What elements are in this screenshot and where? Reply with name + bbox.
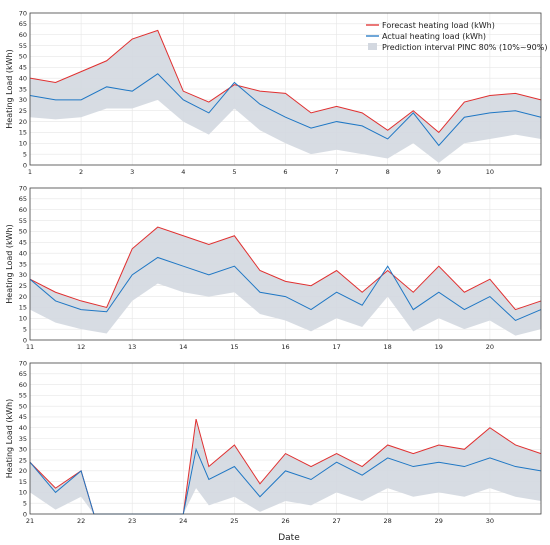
y-tick-label: 25 xyxy=(19,282,27,290)
y-tick-label: 55 xyxy=(19,392,27,400)
y-tick-label: 50 xyxy=(19,402,27,410)
y-tick-label: 0 xyxy=(23,510,27,518)
forecast-line xyxy=(29,226,542,311)
y-tick-label: 10 xyxy=(19,140,27,148)
x-tick-label: 3 xyxy=(130,168,134,176)
y-tick-label: 25 xyxy=(19,107,27,115)
x-tick-label: 23 xyxy=(128,517,136,525)
y-tick-label: 35 xyxy=(19,435,27,443)
x-tick-label: 12 xyxy=(77,343,85,351)
y-tick-label: 15 xyxy=(19,304,27,312)
y-tick-label: 20 xyxy=(19,293,27,301)
legend-swatch-band xyxy=(368,43,377,50)
y-tick-label: 70 xyxy=(19,359,27,367)
x-tick-label: 7 xyxy=(335,168,339,176)
x-tick-label: 27 xyxy=(332,517,340,525)
y-tick-label: 45 xyxy=(19,413,27,421)
forecast-line xyxy=(29,29,542,134)
x-tick-label: 24 xyxy=(179,517,187,525)
y-tick-label: 0 xyxy=(23,161,27,169)
x-tick-label: 20 xyxy=(486,343,494,351)
y-tick-label: 60 xyxy=(19,206,27,214)
y-axis-label: Heating Load (kWh) xyxy=(5,49,14,128)
x-tick-label: 26 xyxy=(281,517,289,525)
plot-frame xyxy=(29,362,542,515)
x-tick-label: 28 xyxy=(384,517,392,525)
y-tick-label: 10 xyxy=(19,315,27,323)
x-tick-label: 19 xyxy=(435,343,443,351)
prediction-interval-band xyxy=(30,30,541,163)
x-tick-label: 4 xyxy=(181,168,185,176)
x-tick-label: 30 xyxy=(486,517,494,525)
y-tick-label: 35 xyxy=(19,85,27,93)
y-tick-label: 40 xyxy=(19,74,27,82)
y-tick-label: 5 xyxy=(23,150,27,158)
y-tick-label: 65 xyxy=(19,20,27,28)
y-tick-label: 15 xyxy=(19,129,27,137)
y-tick-label: 0 xyxy=(23,336,27,344)
legend-label: Forecast heating load (kWh) xyxy=(382,21,495,30)
y-tick-label: 45 xyxy=(19,239,27,247)
y-tick-label: 70 xyxy=(19,9,27,17)
x-tick-label: 18 xyxy=(384,343,392,351)
x-tick-label: 15 xyxy=(230,343,238,351)
y-tick-label: 15 xyxy=(19,478,27,486)
y-tick-label: 5 xyxy=(23,325,27,333)
y-tick-label: 50 xyxy=(19,53,27,61)
legend: Forecast heating load (kWh) Actual heatin… xyxy=(366,21,547,52)
y-tick-label: 65 xyxy=(19,370,27,378)
panel-3: 0 5 10 15 20 25 30 35 40 45 50 55 60 65 70 21 22 23 24 25 26… xyxy=(5,359,542,525)
y-tick-label: 20 xyxy=(19,467,27,475)
y-tick-label: 30 xyxy=(19,96,27,104)
x-tick-label: 17 xyxy=(332,343,340,351)
y-tick-label: 65 xyxy=(19,195,27,203)
x-tick-label: 16 xyxy=(281,343,289,351)
x-tick-label: 25 xyxy=(230,517,238,525)
y-tick-label: 60 xyxy=(19,31,27,39)
y-tick-label: 30 xyxy=(19,271,27,279)
y-tick-label: 45 xyxy=(19,64,27,72)
x-axis-label: Date xyxy=(278,533,300,543)
y-tick-label: 40 xyxy=(19,249,27,257)
x-tick-label: 29 xyxy=(435,517,443,525)
y-tick-label: 55 xyxy=(19,42,27,50)
legend-label: Prediction interval PINC 80% (10%~90%) xyxy=(382,43,547,52)
x-tick-label: 9 xyxy=(437,168,441,176)
y-axis-label: Heating Load (kWh) xyxy=(5,224,14,303)
x-tick-label: 14 xyxy=(179,343,187,351)
actual-line xyxy=(29,73,542,147)
x-tick-label: 6 xyxy=(283,168,287,176)
y-tick-label: 50 xyxy=(19,228,27,236)
x-tick-label: 21 xyxy=(26,517,34,525)
y-tick-label: 40 xyxy=(19,424,27,432)
plot-frame xyxy=(29,187,542,341)
plot-frame xyxy=(29,12,542,166)
panel-2: 0 5 10 15 20 25 30 35 40 45 50 55 60 65 70 11 12 13 14 15 16… xyxy=(5,184,542,351)
x-tick-label: 5 xyxy=(232,168,236,176)
y-tick-label: 35 xyxy=(19,260,27,268)
x-tick-label: 2 xyxy=(79,168,83,176)
x-tick-label: 10 xyxy=(486,168,494,176)
prediction-interval-band xyxy=(30,419,541,514)
y-axis-label: Heating Load (kWh) xyxy=(5,399,14,478)
y-tick-label: 10 xyxy=(19,489,27,497)
y-tick-label: 55 xyxy=(19,217,27,225)
legend-label: Actual heating load (kWh) xyxy=(382,32,486,41)
y-tick-label: 60 xyxy=(19,381,27,389)
y-tick-label: 5 xyxy=(23,500,27,508)
x-tick-label: 11 xyxy=(26,343,34,351)
y-tick-label: 70 xyxy=(19,184,27,192)
x-tick-label: 1 xyxy=(28,168,32,176)
x-tick-label: 8 xyxy=(386,168,390,176)
y-tick-label: 30 xyxy=(19,446,27,454)
actual-line xyxy=(29,256,542,322)
x-tick-label: 13 xyxy=(128,343,136,351)
y-tick-label: 25 xyxy=(19,456,27,464)
y-tick-label: 20 xyxy=(19,118,27,126)
x-tick-label: 22 xyxy=(77,517,85,525)
